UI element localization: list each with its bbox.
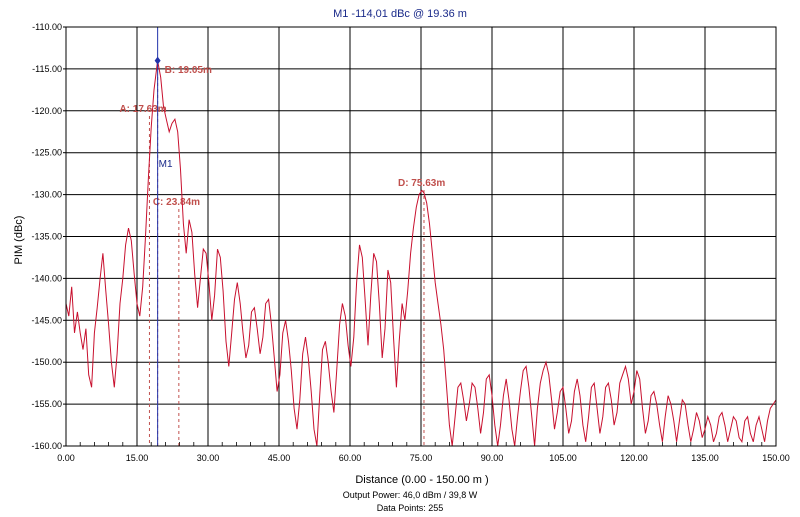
x-tick-label: 90.00 xyxy=(481,453,504,463)
y-tick-label: -140.00 xyxy=(31,273,62,283)
x-tick-label: 30.00 xyxy=(197,453,220,463)
marker-label: D: 75.63m xyxy=(398,178,445,189)
y-tick-label: -135.00 xyxy=(31,232,62,242)
grid xyxy=(63,26,777,447)
marker-label: C: 23.84m xyxy=(153,197,200,208)
m1-diamond xyxy=(154,56,161,65)
y-tick-label: -120.00 xyxy=(31,106,62,116)
x-tick-label: 60.00 xyxy=(339,453,362,463)
marker-label: B: 19.05m xyxy=(165,65,212,76)
y-tick-label: -155.00 xyxy=(31,399,62,409)
y-tick-label: -150.00 xyxy=(31,357,62,367)
y-tick-label: -115.00 xyxy=(32,64,62,74)
x-tick-label: 0.00 xyxy=(57,453,75,463)
y-tick-label: -160.00 xyxy=(31,441,62,451)
m1-label: M1 xyxy=(159,159,173,170)
x-tick-label: 150.00 xyxy=(762,453,790,463)
y-tick-label: -110.00 xyxy=(32,22,62,32)
y-axis-label: PIM (dBc) xyxy=(13,216,25,265)
pim-series-line xyxy=(65,60,777,447)
x-tick-label: 105.00 xyxy=(549,453,577,463)
x-tick-label: 15.00 xyxy=(126,453,149,463)
plot-border xyxy=(65,26,777,447)
x-tick-label: 135.00 xyxy=(691,453,719,463)
chart-title: M1 -114,01 dBc @ 19.36 m xyxy=(333,8,467,20)
x-tick-label: 45.00 xyxy=(268,453,291,463)
marker-label: A: 17.63m xyxy=(119,104,166,115)
distance-markers: A: 17.63m B: 19.05m C: 23.84m D: 75.63m xyxy=(119,65,445,446)
x-axis-label: Distance (0.00 - 150.00 m ) xyxy=(355,474,488,486)
y-tick-label: -145.00 xyxy=(31,315,62,325)
x-tick-label: 120.00 xyxy=(620,453,648,463)
output-power-text: Output Power: 46,0 dBm / 39,8 W xyxy=(343,490,478,500)
y-tick-labels: -110.00 -115.00 -120.00 -125.00 -130.00 -135.… xyxy=(31,22,62,451)
y-tick-label: -130.00 xyxy=(31,190,62,200)
data-points-text: Data Points: 255 xyxy=(377,503,444,513)
y-tick-label: -125.00 xyxy=(31,148,62,158)
x-tick-labels: 0.00 15.00 30.00 45.00 60.00 75.00 90.00 105.00… xyxy=(57,453,790,463)
x-tick-label: 75.00 xyxy=(410,453,433,463)
m1-marker: M1 xyxy=(154,27,173,446)
